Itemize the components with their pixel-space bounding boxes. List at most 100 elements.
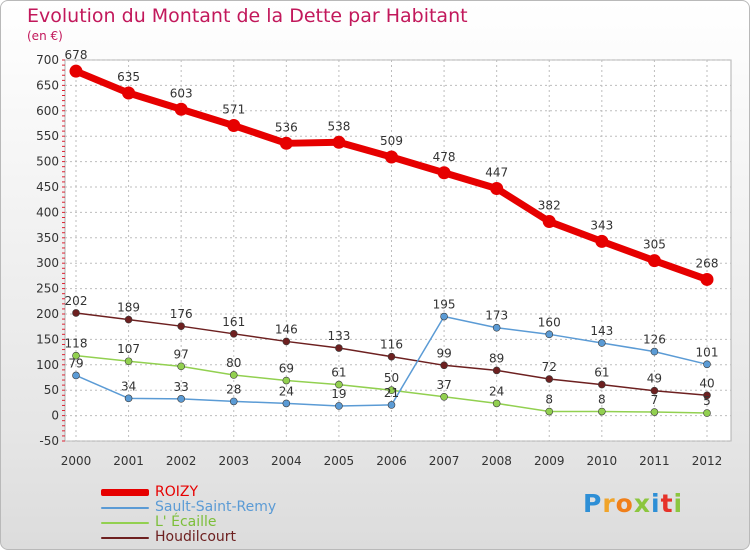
data-label: 61 <box>594 366 609 380</box>
data-label: 678 <box>65 48 88 62</box>
y-tick-label: 350 <box>36 231 59 245</box>
data-label: 24 <box>279 384 294 398</box>
data-point <box>542 215 556 229</box>
data-label: 202 <box>65 294 88 308</box>
data-label: 34 <box>121 379 136 393</box>
series-1 <box>72 312 711 410</box>
data-label: 189 <box>117 301 140 315</box>
data-point <box>440 312 448 321</box>
x-tick-label: 2001 <box>113 454 144 468</box>
legend-label: Houdilcourt <box>155 529 237 545</box>
y-tick-label: 650 <box>36 78 59 92</box>
data-point <box>387 386 396 395</box>
series-3 <box>72 309 711 400</box>
x-tick-label: 2005 <box>324 454 355 468</box>
data-label: 40 <box>699 376 714 390</box>
data-point <box>598 339 606 347</box>
y-tick-label: 200 <box>36 307 59 321</box>
data-point <box>72 371 80 380</box>
data-point <box>124 315 133 324</box>
data-label: 8 <box>598 393 606 407</box>
data-label: 160 <box>538 315 561 329</box>
data-label: 107 <box>117 342 140 356</box>
data-point <box>703 409 711 417</box>
data-point <box>598 407 606 416</box>
data-point <box>440 393 448 401</box>
data-label: 571 <box>222 103 245 117</box>
data-label: 97 <box>174 347 189 361</box>
data-point <box>335 380 343 389</box>
x-tick-label: 2000 <box>61 454 92 468</box>
data-point <box>177 395 185 403</box>
x-tick-label: 2002 <box>166 454 197 468</box>
data-label: 478 <box>433 150 456 164</box>
data-label: 635 <box>117 70 140 84</box>
data-label: 118 <box>65 337 88 351</box>
axes: -500501001502002503003504004505005506006… <box>36 53 722 468</box>
data-point <box>650 347 659 356</box>
y-tick-label: 400 <box>36 205 59 219</box>
data-label: 50 <box>384 371 399 385</box>
data-point <box>229 397 238 406</box>
legend-label: L' Écaille <box>155 514 217 530</box>
y-tick-label: 500 <box>36 155 59 169</box>
data-label: 173 <box>485 309 508 323</box>
x-tick-label: 2012 <box>692 454 723 468</box>
y-tick-label: 150 <box>36 332 59 346</box>
legend-item: Sault-Saint-Remy <box>101 500 276 515</box>
data-point <box>279 136 293 150</box>
data-label: 382 <box>538 199 561 213</box>
x-tick-label: 2011 <box>639 454 670 468</box>
data-point <box>598 380 606 389</box>
y-tick-label: 550 <box>36 129 59 143</box>
series-2 <box>72 351 711 417</box>
data-point <box>387 401 396 409</box>
y-tick-label: -50 <box>39 434 59 448</box>
x-tick-label: 2007 <box>429 454 460 468</box>
y-tick-label: 50 <box>44 383 59 397</box>
data-labels: 678 635 603 571 536 538 509 478 447 382 343 305 268 7… <box>65 48 719 408</box>
data-point <box>492 366 501 375</box>
data-point <box>282 337 291 346</box>
data-label: 72 <box>542 360 557 374</box>
x-tick-label: 2009 <box>534 454 565 468</box>
legend-swatch <box>101 521 149 524</box>
data-point <box>229 330 238 338</box>
series-lines <box>69 64 714 417</box>
data-point <box>703 391 711 400</box>
data-label: 101 <box>696 345 719 359</box>
data-label: 603 <box>170 86 193 100</box>
legend-item: ROIZY <box>101 485 276 500</box>
data-label: 69 <box>279 362 294 376</box>
data-point <box>492 399 501 408</box>
brand-letter: P <box>583 489 603 518</box>
data-point <box>545 330 554 339</box>
x-tick-label: 2004 <box>271 454 302 468</box>
x-tick-label: 2010 <box>587 454 618 468</box>
x-tick-label: 2008 <box>481 454 512 468</box>
data-point <box>437 166 451 180</box>
data-point <box>332 135 346 149</box>
data-label: 37 <box>436 378 451 392</box>
data-point <box>492 323 501 332</box>
data-label: 61 <box>331 366 346 380</box>
data-point <box>595 234 609 248</box>
series-0 <box>69 64 714 286</box>
data-label: 536 <box>275 120 298 134</box>
data-label: 116 <box>380 338 403 352</box>
data-label: 28 <box>226 382 241 396</box>
data-point <box>282 399 291 408</box>
data-label: 447 <box>485 166 508 180</box>
data-label: 7 <box>651 393 659 407</box>
y-tick-label: 250 <box>36 282 59 296</box>
data-label: 268 <box>696 256 719 270</box>
y-tick-label: 100 <box>36 358 59 372</box>
data-label: 79 <box>68 356 83 370</box>
data-label: 538 <box>327 119 350 133</box>
data-point <box>174 102 188 116</box>
brand-letter: r <box>602 489 616 518</box>
data-label: 195 <box>433 298 456 312</box>
data-point <box>177 322 185 330</box>
legend-swatch <box>101 506 149 509</box>
